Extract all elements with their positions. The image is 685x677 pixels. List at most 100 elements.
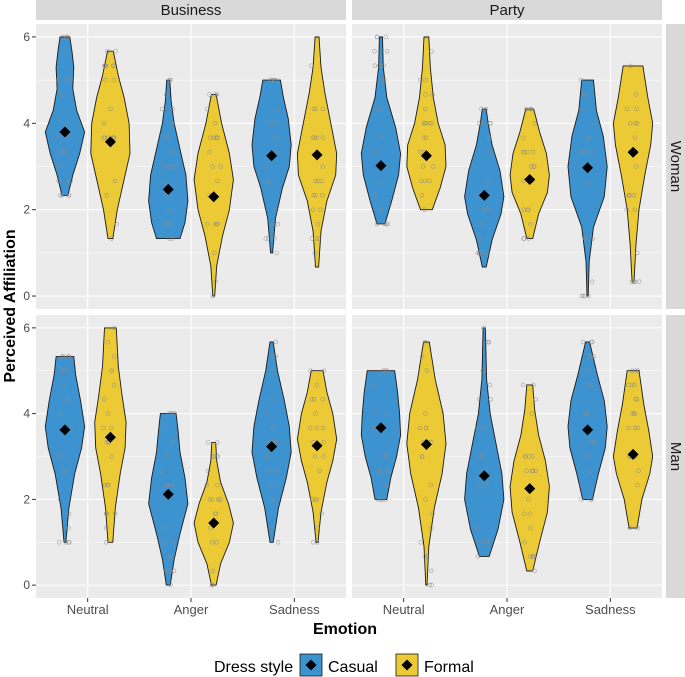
mean-marker-anger-casual — [162, 488, 174, 500]
data-point — [270, 354, 275, 359]
data-point — [266, 236, 271, 241]
facet-strip-party — [352, 0, 662, 20]
panel-party-man — [352, 315, 662, 598]
data-point — [635, 525, 640, 531]
data-point — [271, 425, 276, 431]
data-point — [167, 77, 173, 83]
data-point — [275, 221, 280, 227]
data-point — [109, 236, 115, 241]
data-point — [421, 135, 427, 140]
data-point — [270, 368, 275, 373]
data-point — [522, 454, 528, 459]
data-point — [429, 121, 434, 126]
data-point — [591, 354, 596, 359]
mean-marker-neutral-casual — [375, 160, 387, 172]
legend-title: Dress style — [214, 659, 293, 676]
data-point — [384, 221, 389, 227]
facet-strip-woman — [666, 24, 685, 309]
data-point — [56, 77, 61, 83]
data-point — [159, 425, 164, 431]
data-point — [262, 411, 268, 416]
data-point — [103, 63, 109, 68]
data-point — [310, 497, 315, 502]
data-point — [56, 178, 61, 184]
data-point — [521, 149, 526, 155]
data-point — [487, 135, 492, 140]
data-point — [430, 511, 435, 516]
y-tick-label: 0 — [23, 289, 30, 303]
data-point — [313, 106, 318, 112]
data-point — [114, 221, 119, 227]
data-point — [159, 468, 164, 473]
y-axis-label: Perceived Affiliation — [2, 229, 19, 382]
mean-marker-sadness-formal — [311, 149, 323, 161]
mean-marker-neutral-formal — [104, 431, 116, 443]
y-tick-label: 2 — [23, 203, 30, 217]
data-point — [521, 511, 527, 516]
mean-marker-sadness-casual — [582, 424, 594, 436]
data-point — [427, 582, 432, 588]
data-point — [531, 382, 536, 388]
data-point — [530, 468, 536, 473]
data-point — [423, 497, 428, 502]
data-point — [372, 49, 377, 54]
mean-marker-sadness-formal — [311, 440, 323, 452]
data-point — [632, 207, 637, 212]
data-point — [57, 411, 62, 416]
data-point — [530, 554, 535, 559]
mean-marker-sadness-casual — [582, 162, 594, 174]
data-point — [420, 164, 426, 169]
data-point — [64, 468, 70, 473]
data-point — [635, 250, 640, 256]
data-point — [213, 92, 218, 97]
mean-marker-neutral-formal — [420, 150, 432, 162]
data-point — [273, 339, 278, 345]
data-point — [171, 149, 176, 155]
data-point — [105, 48, 110, 54]
x-tick-label-sadness: Sadness — [585, 602, 636, 617]
data-point — [419, 354, 425, 359]
facet-label-business: Business — [161, 2, 222, 19]
data-point — [483, 106, 489, 112]
data-point — [634, 106, 639, 112]
data-point — [476, 121, 482, 126]
data-point — [268, 497, 274, 502]
data-point — [64, 121, 69, 126]
facet-label-man: Man — [667, 442, 684, 471]
legend-diamond-formal — [401, 659, 413, 671]
mean-marker-anger-casual — [478, 189, 490, 201]
data-point — [321, 440, 326, 445]
mean-marker-anger-casual — [162, 183, 174, 195]
data-point — [214, 92, 220, 97]
data-point — [423, 121, 428, 126]
axes-layer: 0 2 4 6 0 2 4 6 Neutral Anger Sadness Neutral Anger S… — [23, 30, 636, 617]
data-point — [319, 511, 324, 516]
data-point — [209, 582, 215, 588]
data-point — [206, 468, 211, 473]
data-point — [533, 468, 538, 473]
data-point — [319, 178, 324, 184]
data-point — [162, 525, 168, 531]
data-point — [486, 340, 492, 345]
data-point — [529, 411, 535, 416]
violin-anger-casual — [148, 79, 189, 240]
data-point — [423, 77, 428, 83]
y-tick-label: 4 — [23, 407, 30, 421]
data-point — [160, 497, 166, 502]
data-point — [624, 106, 630, 112]
data-point — [592, 440, 597, 445]
data-point — [378, 497, 383, 502]
data-point — [530, 149, 536, 155]
data-point — [634, 164, 639, 169]
data-point — [533, 397, 538, 402]
violin-sadness-formal — [612, 65, 654, 283]
data-point — [263, 236, 268, 241]
data-point — [111, 354, 117, 359]
data-point — [378, 468, 383, 473]
data-point — [528, 525, 533, 531]
data-point — [101, 121, 107, 126]
data-point — [430, 164, 436, 169]
data-point — [171, 440, 176, 445]
data-point — [63, 540, 69, 545]
data-point — [58, 193, 63, 198]
